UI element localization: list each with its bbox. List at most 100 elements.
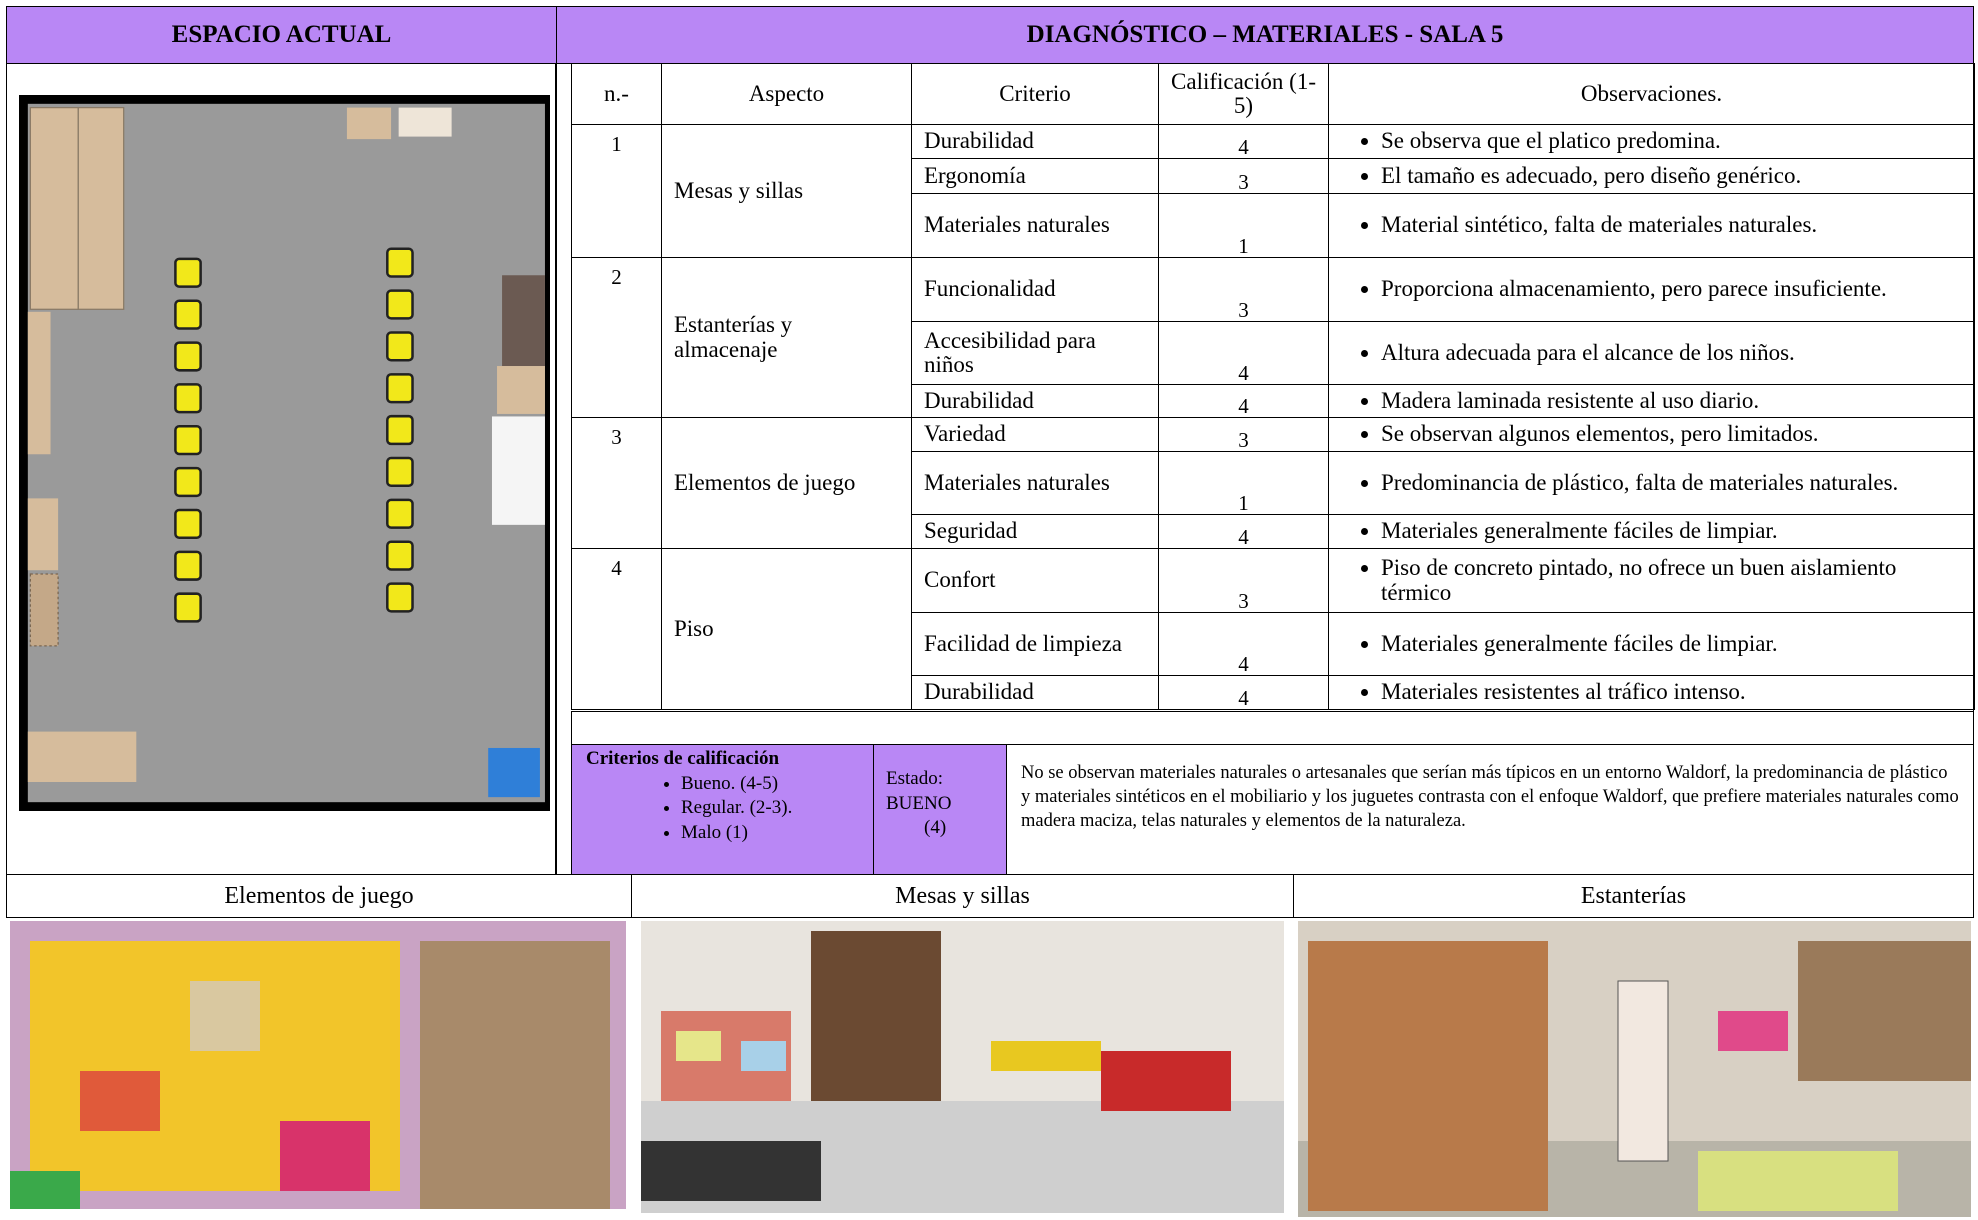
chair bbox=[386, 414, 414, 446]
chair bbox=[386, 331, 414, 362]
observation-cell: Materiales generalmente fáciles de limpi… bbox=[1328, 514, 1975, 549]
observation-cell: Piso de concreto pintado, no ofrece un b… bbox=[1328, 548, 1975, 613]
photo-caption: Estanterías bbox=[1293, 874, 1974, 918]
column-header: Observaciones. bbox=[1328, 63, 1975, 125]
cabinet bbox=[27, 498, 59, 571]
photo-shelves bbox=[1298, 921, 1971, 1217]
mat bbox=[1698, 1151, 1898, 1211]
photo-tables bbox=[641, 921, 1284, 1213]
door bbox=[502, 275, 545, 367]
mat bbox=[488, 747, 540, 798]
score: 3 bbox=[1158, 417, 1329, 452]
score: 4 bbox=[1158, 321, 1329, 385]
shelf bbox=[811, 931, 941, 1101]
observation-list: Piso de concreto pintado, no ofrece un b… bbox=[1341, 556, 1962, 604]
group-number: 4 bbox=[571, 548, 662, 710]
chair bbox=[386, 373, 414, 404]
score: 3 bbox=[1158, 548, 1329, 613]
observation: El tamaño es adecuado, pero diseño genér… bbox=[1381, 163, 1962, 188]
cabinet bbox=[398, 107, 452, 137]
observation-list: Predominancia de plástico, falta de mate… bbox=[1341, 470, 1962, 495]
chair bbox=[386, 582, 414, 613]
column-header: Aspecto bbox=[661, 63, 912, 125]
observation-list: Proporciona almacenamiento, pero parece … bbox=[1341, 277, 1962, 301]
status-label: Estado: bbox=[886, 768, 943, 789]
observation-cell: Predominancia de plástico, falta de mate… bbox=[1328, 451, 1975, 515]
criterion: Durabilidad bbox=[911, 384, 1159, 418]
chair bbox=[174, 257, 202, 288]
basket bbox=[10, 1171, 80, 1209]
observation: Materiales resistentes al tráfico intens… bbox=[1381, 680, 1962, 704]
mat bbox=[641, 1141, 821, 1201]
criterion: Seguridad bbox=[911, 514, 1159, 549]
shelf bbox=[27, 311, 51, 455]
score: 4 bbox=[1158, 124, 1329, 159]
group-number: 3 bbox=[571, 417, 662, 549]
observation-cell: Se observan algunos elementos, pero limi… bbox=[1328, 417, 1975, 452]
chair bbox=[386, 247, 414, 278]
observation-list: Se observan algunos elementos, pero limi… bbox=[1341, 422, 1962, 446]
legend-list: Bueno. (4-5)Regular. (2-3).Malo (1) bbox=[586, 772, 859, 846]
criterion: Confort bbox=[911, 548, 1159, 613]
note: No se observan materiales naturales o ar… bbox=[1006, 744, 1974, 875]
criterion: Ergonomía bbox=[911, 158, 1159, 194]
observation: Se observa que el platico predomina. bbox=[1381, 129, 1962, 153]
observation-cell: Madera laminada resistente al uso diario… bbox=[1328, 384, 1975, 418]
observation-list: El tamaño es adecuado, pero diseño genér… bbox=[1341, 163, 1962, 188]
header-row: n.- Aspecto Criterio Calificación (1-5) Obse… bbox=[571, 63, 1975, 125]
chair bbox=[174, 466, 202, 498]
observation-cell: El tamaño es adecuado, pero diseño genér… bbox=[1328, 158, 1975, 194]
column-header: Criterio bbox=[911, 63, 1159, 125]
observation: Materiales generalmente fáciles de limpi… bbox=[1381, 631, 1962, 656]
score: 4 bbox=[1158, 384, 1329, 418]
legend-item: Regular. (2-3). bbox=[681, 796, 859, 821]
floor-plan bbox=[19, 95, 550, 811]
bag bbox=[280, 1121, 370, 1191]
observation: Proporciona almacenamiento, pero parece … bbox=[1381, 277, 1962, 301]
column-header: Calificación (1-5) bbox=[1158, 63, 1329, 125]
felt bbox=[190, 981, 260, 1051]
aspect: Mesas y sillas bbox=[661, 124, 912, 258]
score: 4 bbox=[1158, 675, 1329, 710]
cutout bbox=[1617, 980, 1669, 1162]
photo-play bbox=[10, 921, 626, 1209]
criterion: Variedad bbox=[911, 417, 1159, 452]
aspect: Estanterías y almacenaje bbox=[661, 257, 912, 418]
photo-caption: Mesas y sillas bbox=[631, 874, 1294, 918]
score: 4 bbox=[1158, 612, 1329, 676]
chair bbox=[174, 299, 202, 330]
observation-list: Material sintético, falta de materiales … bbox=[1341, 213, 1962, 237]
observation-cell: Materiales generalmente fáciles de limpi… bbox=[1328, 612, 1975, 676]
table-top bbox=[991, 1041, 1101, 1071]
chair bbox=[386, 289, 414, 320]
observation: Piso de concreto pintado, no ofrece un b… bbox=[1381, 556, 1962, 604]
legend-title: Criterios de calificación bbox=[586, 748, 780, 769]
chair bbox=[386, 498, 414, 529]
aspect: Piso bbox=[661, 548, 912, 710]
group-number: 2 bbox=[571, 257, 662, 418]
chair bbox=[174, 550, 202, 581]
right-header: DIAGNÓSTICO – MATERIALES - SALA 5 bbox=[556, 6, 1974, 64]
divider bbox=[555, 63, 557, 875]
group-number: 1 bbox=[571, 124, 662, 258]
observation: Se observan algunos elementos, pero limi… bbox=[1381, 422, 1962, 446]
table-row: 4PisoConfort3Piso de concreto pintado, n… bbox=[571, 548, 1975, 710]
table bbox=[1101, 1051, 1231, 1111]
score: 3 bbox=[1158, 257, 1329, 322]
cabinet bbox=[497, 366, 545, 414]
observation-cell: Materiales resistentes al tráfico intens… bbox=[1328, 675, 1975, 710]
score: 4 bbox=[1158, 514, 1329, 549]
observation-list: Se observa que el platico predomina. bbox=[1341, 129, 1962, 153]
chair bbox=[174, 383, 202, 414]
left-header: ESPACIO ACTUAL bbox=[6, 6, 557, 64]
observation-cell: Proporciona almacenamiento, pero parece … bbox=[1328, 257, 1975, 322]
chair bbox=[386, 456, 414, 488]
observation: Materiales generalmente fáciles de limpi… bbox=[1381, 519, 1962, 543]
observation-list: Altura adecuada para el alcance de los n… bbox=[1341, 340, 1962, 365]
